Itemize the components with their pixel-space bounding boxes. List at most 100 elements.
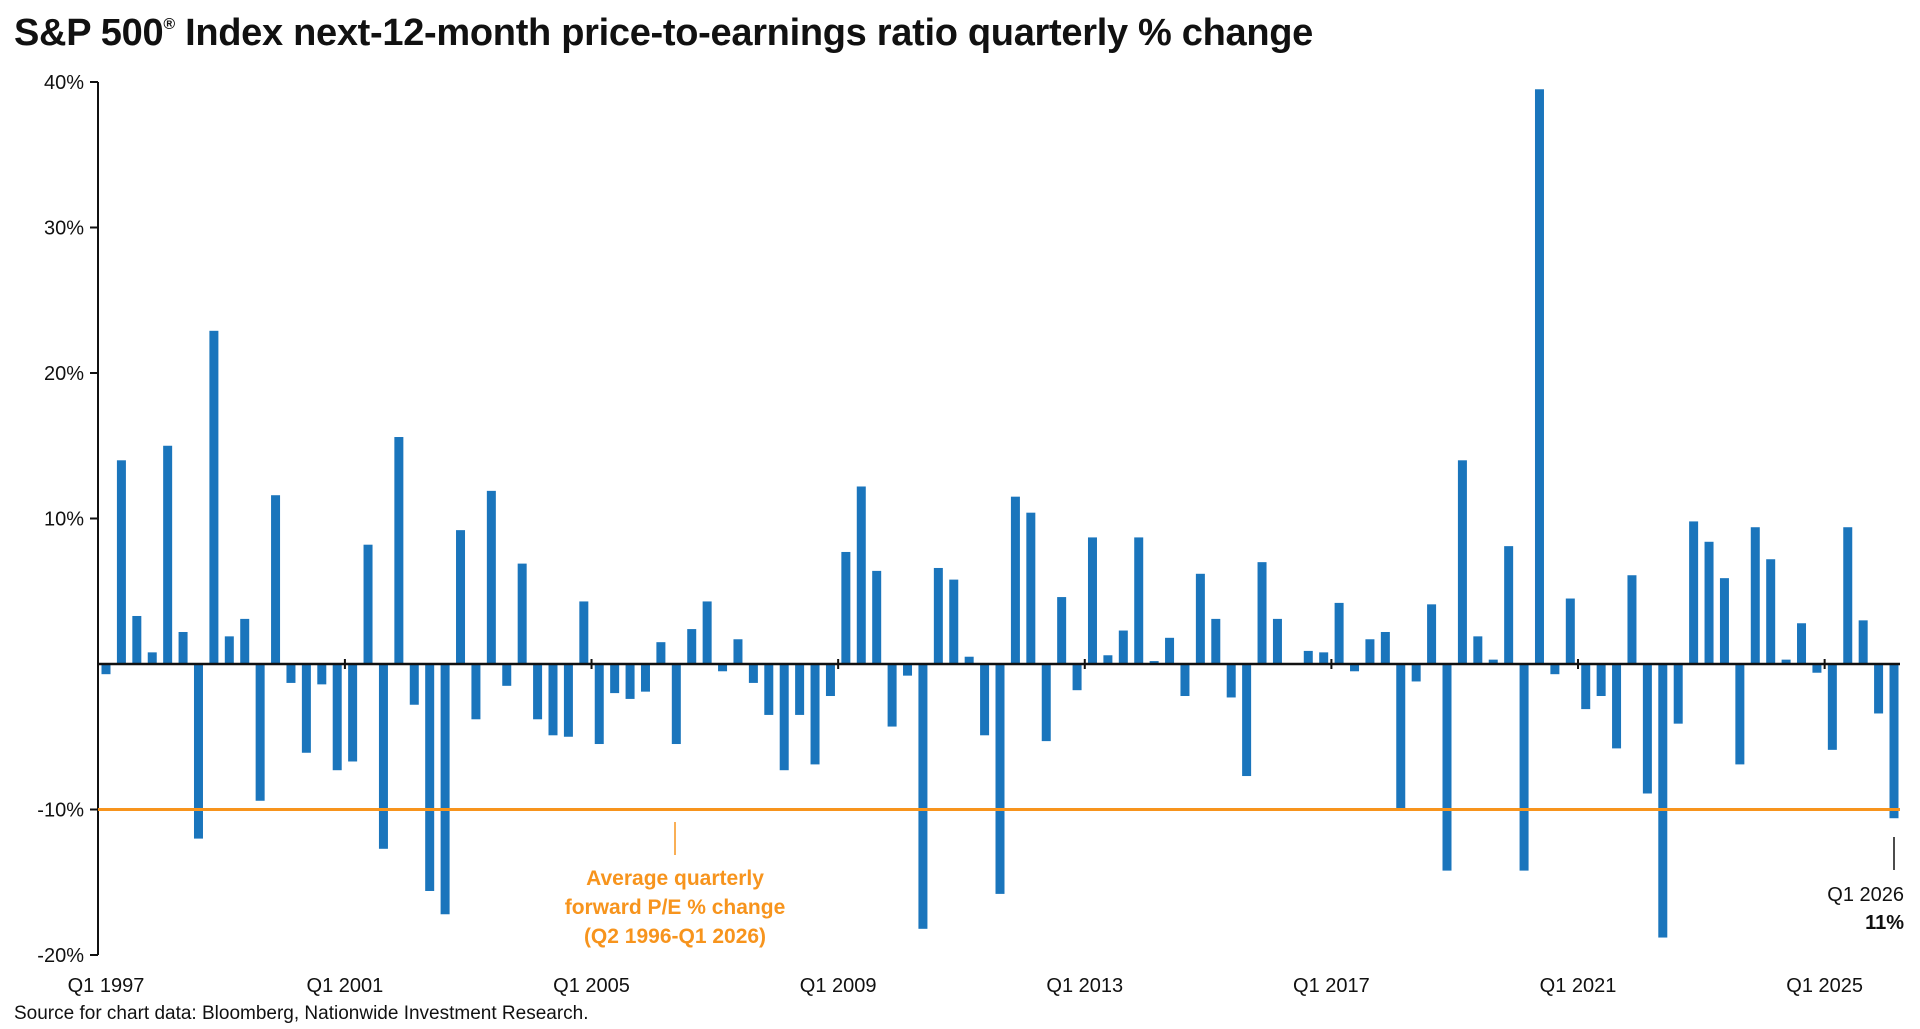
bar-Q4-2013 xyxy=(1134,537,1144,664)
bar-Q3-1999 xyxy=(255,664,265,801)
bar-Q4-2021 xyxy=(1627,575,1637,664)
title-text-rest: Index next-12-month price-to-earnings ra… xyxy=(174,12,1314,54)
bar-Q1-2024 xyxy=(1766,559,1776,664)
bar-Q4-2023 xyxy=(1750,527,1760,664)
bar-Q3-2011 xyxy=(995,664,1005,894)
title-text: S&P 500 xyxy=(14,12,164,54)
x-tick-label: Q1 2005 xyxy=(553,975,630,997)
bar-Q3-2022 xyxy=(1673,664,1683,724)
bar-Q2-2015 xyxy=(1226,664,1236,698)
bar-Q1-1998 xyxy=(163,445,173,664)
bar-Q4-2003 xyxy=(517,563,527,664)
bar-Q4-2001 xyxy=(394,437,404,664)
bar-Q2-2012 xyxy=(1041,664,1051,742)
bar-Q4-2006 xyxy=(702,601,712,664)
x-tick-label: Q1 1997 xyxy=(68,975,145,997)
bar-Q3-2012 xyxy=(1057,597,1067,664)
bar-Q4-2008 xyxy=(825,664,835,697)
x-tick-label: Q1 2009 xyxy=(800,975,877,997)
bar-Q2-2025 xyxy=(1843,527,1853,664)
bar-Q3-2018 xyxy=(1427,604,1437,664)
bar-Q3-2005 xyxy=(625,664,635,699)
bar-Q1-2010 xyxy=(903,664,913,676)
bar-Q4-1999 xyxy=(271,495,281,664)
x-tick-label: Q1 2021 xyxy=(1540,975,1617,997)
bar-Q3-2019 xyxy=(1488,659,1498,664)
bar-Q1-2023 xyxy=(1704,541,1714,664)
y-tick-label: 10% xyxy=(44,509,84,531)
callout-value: 11% xyxy=(1865,912,1904,934)
bar-Q3-2014 xyxy=(1180,664,1190,697)
y-tick-label: 30% xyxy=(44,218,84,240)
y-tick-label: 40% xyxy=(44,72,84,94)
bar-Q3-2016 xyxy=(1303,650,1313,664)
bar-Q3-2010 xyxy=(933,567,943,664)
bar-Q1-2006 xyxy=(656,642,666,664)
bar-Q4-2009 xyxy=(887,664,897,727)
bar-Q4-2007 xyxy=(764,664,774,715)
bar-Q2-2009 xyxy=(856,486,866,664)
bar-Q4-2010 xyxy=(949,579,959,664)
bar-Q2-2010 xyxy=(918,664,928,929)
registered-mark: ® xyxy=(163,16,175,33)
bar-Q1-2007 xyxy=(718,664,728,672)
bar-Q1-2004 xyxy=(533,664,543,720)
bar-Q4-2014 xyxy=(1195,573,1205,664)
bar-Q4-2000 xyxy=(332,664,342,771)
y-axis: 40% 30% 20% 10% -10% -20% xyxy=(37,72,99,967)
bar-Q3-2021 xyxy=(1612,664,1622,749)
bar-Q4-2005 xyxy=(640,664,650,692)
bar-Q4-2016 xyxy=(1319,652,1329,664)
bar-Q2-2018 xyxy=(1411,664,1421,682)
x-tick-label: Q1 2001 xyxy=(307,975,384,997)
bar-Q1-2009 xyxy=(841,551,851,664)
average-label: (Q2 1996-Q1 2026) xyxy=(584,925,766,948)
bar-Q2-2021 xyxy=(1596,664,1606,697)
source-note: Source for chart data: Bloomberg, Nation… xyxy=(14,1003,589,1024)
x-tick-label: Q1 2013 xyxy=(1046,975,1123,997)
bar-Q2-2007 xyxy=(733,639,743,664)
bar-Q1-2014 xyxy=(1149,661,1159,664)
y-tick-label: -20% xyxy=(37,945,84,967)
average-label: Average quarterly xyxy=(586,867,764,890)
bar-Q4-2002 xyxy=(456,530,466,664)
bar-Q1-2011 xyxy=(964,656,974,664)
bar-Q2-2000 xyxy=(301,664,311,753)
bar-Q4-2018 xyxy=(1442,664,1452,871)
bars xyxy=(101,89,1899,938)
bar-Q1-2008 xyxy=(779,664,789,771)
bar-Q1-2001 xyxy=(348,664,358,762)
bar-Q4-2020 xyxy=(1565,598,1575,664)
bar-Q4-2015 xyxy=(1257,562,1267,664)
bar-Q3-2006 xyxy=(687,629,697,664)
bar-Q2-2008 xyxy=(795,664,805,715)
bar-Q2-2011 xyxy=(980,664,990,736)
bar-Q3-2000 xyxy=(317,664,327,685)
bar-Q1-2013 xyxy=(1087,537,1097,664)
bar-Q2-2013 xyxy=(1103,655,1113,664)
bar-Q2-2024 xyxy=(1781,659,1791,664)
bar-Q1-2022 xyxy=(1642,664,1652,794)
bar-Q3-2001 xyxy=(378,664,388,849)
bar-Q3-2004 xyxy=(563,664,573,737)
bar-Q3-2024 xyxy=(1797,623,1807,664)
bar-Q1-2015 xyxy=(1211,618,1221,664)
bar-Q3-2017 xyxy=(1365,639,1375,664)
bar-Q2-1998 xyxy=(178,631,188,664)
bar-Q3-2013 xyxy=(1118,630,1128,664)
bar-Q1-2003 xyxy=(471,664,481,720)
y-tick-label: 20% xyxy=(44,363,84,385)
bar-Q1-2002 xyxy=(409,664,419,705)
bar-Q1-1997 xyxy=(101,664,111,675)
bar-Q2-2006 xyxy=(671,664,681,745)
bar-Q2-1999 xyxy=(240,618,250,664)
bar-Q1-2020 xyxy=(1519,664,1529,871)
bar-Q2-2002 xyxy=(425,664,435,891)
bar-Q1-2026 xyxy=(1889,664,1899,819)
bar-Q1-2005 xyxy=(594,664,604,745)
bar-Q2-2005 xyxy=(610,664,620,694)
bar-Q1-2000 xyxy=(286,664,296,683)
callout-label: Q1 2026 xyxy=(1827,884,1904,906)
bar-Q1-2019 xyxy=(1457,460,1467,664)
